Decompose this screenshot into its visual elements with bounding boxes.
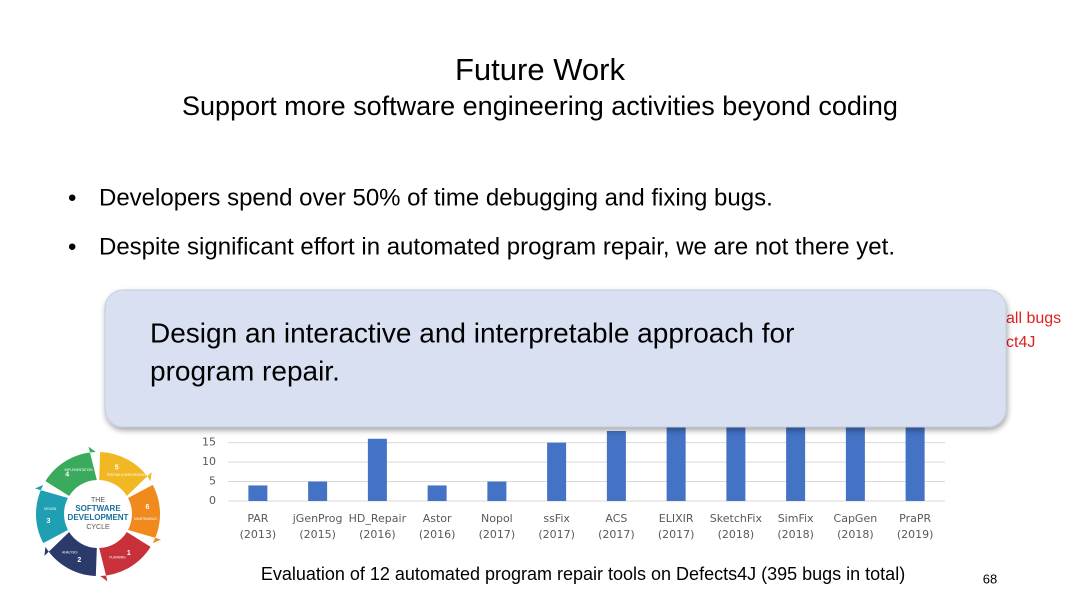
bullet: Developers spend over 50% of time debugg…	[99, 184, 773, 211]
x-tick-year: (2018)	[837, 528, 874, 541]
x-tick-year: (2013)	[240, 528, 277, 541]
bullet: Despite significant effort in automated …	[99, 233, 895, 260]
caption: Evaluation of 12 automated program repai…	[261, 564, 905, 584]
y-tick-label: 5	[209, 475, 216, 488]
bar	[367, 438, 387, 501]
x-tick-label: SketchFix	[710, 512, 763, 525]
callout-text: Design an interactive and interpretable …	[150, 317, 794, 348]
sdlc-segment	[99, 532, 151, 582]
bullet-dot: •	[68, 184, 76, 211]
sdlc-number: 1	[127, 550, 131, 557]
bar	[248, 485, 268, 501]
x-tick-label: PraPR	[899, 512, 931, 525]
bar	[726, 427, 746, 501]
x-tick-label: SimFix	[778, 512, 814, 525]
x-tick-year: (2017)	[479, 528, 516, 541]
y-tick-label: 10	[202, 455, 216, 468]
x-tick-label: ELIXIR	[659, 512, 694, 525]
bar	[547, 442, 567, 501]
sdlc-segment	[99, 452, 152, 496]
x-tick-label: ACS	[605, 512, 627, 525]
sdlc-label: PLANNING	[109, 556, 126, 560]
y-tick-label: 0	[209, 494, 216, 507]
x-tick-year: (2016)	[419, 528, 456, 541]
bar	[487, 481, 507, 501]
sdlc-center-text: SOFTWARE	[75, 504, 121, 513]
x-tick-year: (2016)	[359, 528, 396, 541]
sdlc-segment	[34, 484, 68, 544]
legend-fragment: all bugs	[1006, 310, 1061, 327]
slide-title: Future Work	[455, 52, 625, 87]
sdlc-label: MAINTENANCE	[134, 517, 157, 521]
x-tick-label: PAR	[247, 512, 268, 525]
sdlc-number: 2	[77, 557, 81, 564]
sdlc-segment	[45, 446, 97, 496]
x-tick-label: Nopol	[481, 512, 513, 525]
bullet-dot: •	[68, 233, 76, 260]
sdlc-segment	[128, 484, 162, 544]
x-tick-label: CapGen	[834, 512, 878, 525]
x-tick-label: ssFix	[543, 512, 570, 525]
bar	[308, 481, 328, 501]
x-tick-year: (2017)	[658, 528, 695, 541]
bar	[845, 419, 865, 501]
sdlc-number: 6	[146, 504, 150, 511]
page-number: 68	[983, 571, 997, 586]
sdlc-center-text: CYCLE	[86, 524, 110, 531]
x-tick-year: (2017)	[538, 528, 575, 541]
sdlc-label: IMPLEMENTATION	[65, 468, 94, 472]
sdlc-center	[67, 483, 129, 545]
sdlc-label: TESTING & INTEGRATION	[107, 473, 147, 477]
bar	[606, 431, 626, 501]
slide-subtitle: Support more software engineering activi…	[182, 91, 898, 121]
y-tick-label: 15	[202, 436, 216, 449]
legend-fragment: ct4J	[1006, 334, 1035, 351]
sdlc-label: ANALYSIS	[62, 551, 77, 555]
callout-text: program repair.	[150, 355, 340, 386]
x-tick-label: jGenProg	[292, 512, 343, 525]
sdlc-number: 3	[47, 518, 51, 525]
x-tick-year: (2015)	[299, 528, 336, 541]
x-tick-year: (2019)	[897, 528, 934, 541]
sdlc-center-text: THE	[91, 497, 105, 504]
sdlc-segment	[44, 532, 97, 576]
callout-box	[104, 289, 1007, 428]
x-tick-year: (2017)	[598, 528, 635, 541]
x-tick-year: (2018)	[718, 528, 755, 541]
x-tick-label: HD_Repair	[349, 512, 407, 525]
sdlc-label: DESIGN	[44, 507, 57, 511]
sdlc-number: 4	[65, 471, 69, 478]
sdlc-center-text: DEVELOPMENT	[68, 513, 129, 522]
x-tick-label: Astor	[423, 512, 452, 525]
x-tick-year: (2018)	[777, 528, 814, 541]
bar	[427, 485, 447, 501]
sdlc-number: 5	[115, 464, 119, 471]
